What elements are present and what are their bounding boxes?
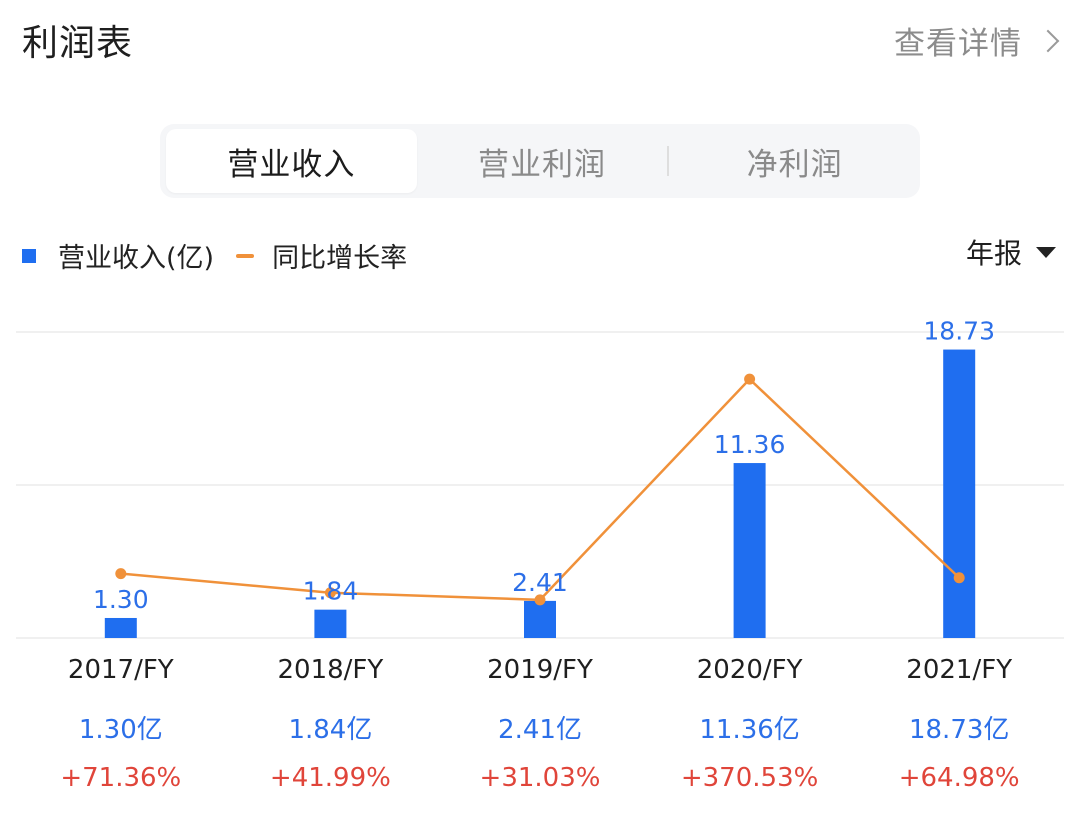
growth-point-2019/FY <box>534 594 546 606</box>
page-title: 利润表 <box>22 23 134 64</box>
bar-value-label: 11.36 <box>714 430 786 459</box>
year-label-row: 2017/FY 2018/FY 2019/FY 2020/FY 2021/FY <box>0 655 1080 695</box>
bar-2021/FY <box>943 349 976 638</box>
growth-value-row: +71.36% +41.99% +31.03% +370.53% +64.98% <box>0 763 1080 803</box>
revenue-value-row: 1.30亿 1.84亿 2.41亿 11.36亿 18.73亿 <box>0 709 1080 749</box>
bar-2019/FY <box>524 600 556 638</box>
revenue-chart: 1.30 1.84 2.41 11.36 18.73 <box>16 317 1064 639</box>
revenue-value: 1.84亿 <box>288 715 373 745</box>
year-label: 2019/FY <box>487 655 593 685</box>
bar-value-label: 1.30 <box>93 585 149 614</box>
growth-value: +71.36% <box>60 763 182 793</box>
tab-operating-profit[interactable]: 营业利润 <box>478 146 606 183</box>
tab-revenue[interactable]: 营业收入 <box>166 129 417 193</box>
chart-legend: 营业收入(亿) 同比增长率 <box>22 236 407 275</box>
caret-down-icon <box>1036 246 1056 258</box>
period-select-label: 年报 <box>965 237 1022 270</box>
bar-value-label: 2.41 <box>512 568 568 597</box>
legend-line-dash-icon <box>236 253 255 258</box>
chevron-right-icon <box>1036 29 1060 52</box>
bar-layer <box>104 349 976 638</box>
tab-net-profit[interactable]: 净利润 <box>746 146 843 183</box>
view-details-label: 查看详情 <box>894 26 1022 62</box>
legend-revenue-label: 营业收入(亿) <box>58 243 215 274</box>
year-label: 2017/FY <box>67 655 174 685</box>
growth-value: +31.03% <box>479 763 601 793</box>
bar-value-label: 1.84 <box>303 577 359 606</box>
growth-point-2017/FY <box>115 568 127 580</box>
bar-2017/FY <box>104 617 137 638</box>
bar-value-label: 18.73 <box>923 317 995 346</box>
revenue-value: 1.30亿 <box>78 715 163 745</box>
growth-line <box>120 377 961 602</box>
bar-2018/FY <box>314 609 347 638</box>
growth-point-2018/FY <box>324 587 336 599</box>
bar-2020/FY <box>733 463 766 638</box>
metric-tabs: 营业收入 营业利润 净利润 <box>160 124 920 198</box>
header: 利润表 查看详情 <box>0 0 1080 80</box>
growth-point-2021/FY <box>953 572 965 584</box>
line-layer <box>115 373 965 606</box>
year-label: 2021/FY <box>906 655 1013 685</box>
tab-divider <box>667 146 670 176</box>
growth-point-2020/FY <box>744 373 756 385</box>
period-select[interactable]: 年报 <box>966 232 1056 272</box>
revenue-value: 18.73亿 <box>908 715 1010 745</box>
bar-label-layer: 1.30 1.84 2.41 11.36 18.73 <box>93 317 995 614</box>
growth-value: +64.98% <box>898 763 1020 793</box>
view-details-link[interactable]: 查看详情 <box>894 18 1062 63</box>
growth-value: +41.99% <box>269 763 391 793</box>
revenue-value: 11.36亿 <box>699 715 800 745</box>
year-label: 2020/FY <box>696 655 803 685</box>
legend-growth-label: 同比增长率 <box>272 243 408 274</box>
growth-value: +370.53% <box>680 763 819 793</box>
year-label: 2018/FY <box>277 655 384 685</box>
revenue-value: 2.41亿 <box>498 715 582 745</box>
legend-bar-square-icon <box>22 248 36 263</box>
